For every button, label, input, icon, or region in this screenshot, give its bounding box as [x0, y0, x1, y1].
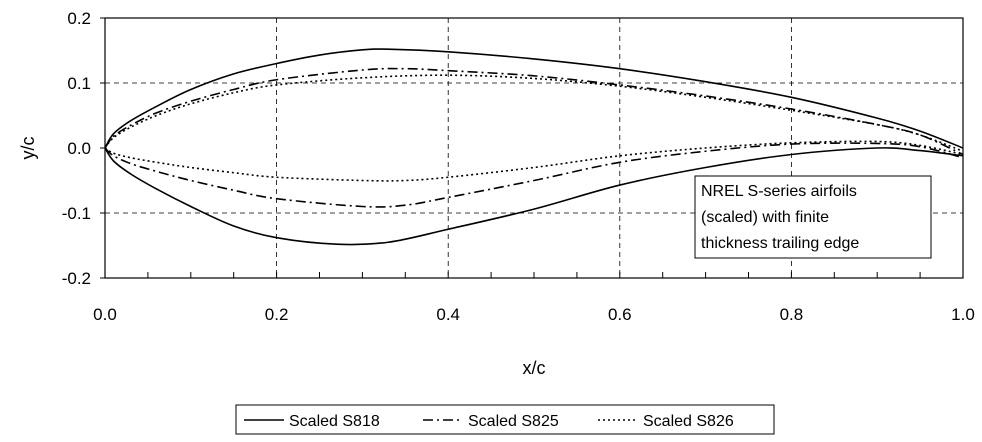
y-tick-label: 0.2 — [67, 9, 91, 28]
series-scaled-s826-upper-line — [104, 74, 964, 152]
series-scaled-s825-upper-line — [104, 67, 964, 156]
y-tick-label: 0.0 — [67, 139, 91, 158]
legend-label-s826: Scaled S826 — [643, 413, 734, 430]
x-axis-title: x/c — [522, 358, 545, 378]
y-tick-label: -0.2 — [62, 269, 91, 288]
legend-frame — [235, 404, 775, 435]
legend-label-s818: Scaled S818 — [289, 413, 380, 430]
annotation-line-3: thickness trailing edge — [701, 235, 859, 252]
annotation-line-2: (scaled) with finite — [701, 209, 829, 226]
x-tick-label: 0.6 — [608, 305, 632, 324]
minor-ticks — [100, 17, 921, 279]
series-lines — [104, 48, 964, 246]
legend-label-s825: Scaled S825 — [468, 413, 559, 430]
x-tick-label: 1.0 — [951, 305, 975, 324]
x-tick-label: 0.4 — [436, 305, 460, 324]
y-axis-title: y/c — [18, 136, 38, 159]
y-tick-label: 0.1 — [67, 74, 91, 93]
x-tick-label: 0.8 — [780, 305, 804, 324]
y-tick-label: -0.1 — [62, 204, 91, 223]
annotation-frame — [694, 175, 932, 259]
series-scaled-s825-lower-line — [104, 142, 964, 208]
y-tick-labels: 0.2 0.1 0.0 -0.1 -0.2 — [62, 9, 91, 288]
x-tick-labels: 0.0 0.2 0.4 0.6 0.8 1.0 — [93, 305, 975, 324]
legend: Scaled S818 Scaled S825 Scaled S826 — [235, 404, 775, 435]
x-tick-label: 0.0 — [93, 305, 117, 324]
x-tick-label: 0.2 — [265, 305, 289, 324]
series-scaled-s818-upper-line — [104, 48, 964, 149]
annotation-line-1: NREL S-series airfoils — [701, 183, 857, 200]
series-scaled-s818-lower-line — [104, 147, 964, 246]
annotation-box: NREL S-series airfoils (scaled) with fin… — [694, 175, 932, 259]
